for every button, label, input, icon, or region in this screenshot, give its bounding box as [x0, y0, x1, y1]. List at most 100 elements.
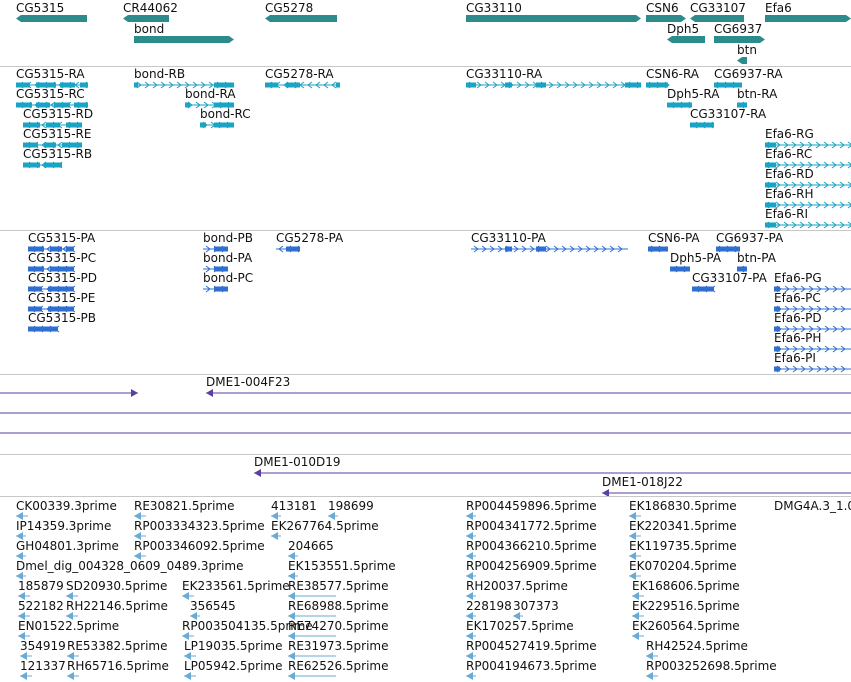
protein-glyph-strand-arrow[interactable] — [784, 325, 790, 333]
est-label[interactable]: 307373 — [513, 599, 559, 613]
transcript-glyph-strand-arrow[interactable] — [524, 81, 530, 89]
transcript-glyph-strand-arrow[interactable] — [556, 81, 562, 89]
protein-glyph-strand-arrow[interactable] — [800, 285, 806, 293]
transcript-glyph-strand-arrow[interactable] — [26, 81, 32, 89]
est-arrow-glyph[interactable] — [182, 632, 189, 640]
transcript-glyph-strand-arrow[interactable] — [839, 181, 845, 189]
transcript-glyph-strand-arrow[interactable] — [708, 121, 714, 129]
protein-glyph-strand-arrow[interactable] — [62, 305, 68, 313]
transcript-glyph-strand-arrow[interactable] — [648, 81, 654, 89]
protein-glyph-strand-arrow[interactable] — [832, 285, 838, 293]
protein-glyph-strand-arrow[interactable] — [792, 325, 798, 333]
protein-glyph-strand-arrow[interactable] — [832, 305, 838, 313]
est-arrow-glyph[interactable] — [466, 512, 473, 520]
transcript-glyph-strand-arrow[interactable] — [692, 121, 698, 129]
protein-glyph-strand-arrow[interactable] — [213, 245, 219, 253]
est-label[interactable]: RP003252698.5prime — [646, 659, 777, 673]
gene-label[interactable]: CSN6 — [646, 1, 679, 15]
clone-label[interactable]: DME1-010D19 — [254, 455, 341, 469]
est-arrow-glyph[interactable] — [466, 592, 473, 600]
protein-glyph-strand-arrow[interactable] — [694, 285, 700, 293]
transcript-glyph-strand-arrow[interactable] — [144, 81, 150, 89]
transcript-label[interactable]: Efa6-RD — [765, 167, 814, 181]
est-arrow-glyph[interactable] — [18, 632, 25, 640]
est-arrow-glyph[interactable] — [18, 612, 25, 620]
protein-label[interactable]: Efa6-PI — [774, 351, 816, 365]
protein-glyph-strand-arrow[interactable] — [497, 245, 503, 253]
transcript-glyph-strand-arrow[interactable] — [42, 101, 48, 109]
transcript-glyph-strand-arrow[interactable] — [50, 101, 56, 109]
transcript-glyph-strand-arrow[interactable] — [669, 101, 675, 109]
protein-glyph-strand-arrow[interactable] — [569, 245, 575, 253]
est-label[interactable]: EK229516.5prime — [632, 599, 740, 613]
gene-label[interactable]: Dph5 — [667, 22, 700, 36]
est-arrow-glyph[interactable] — [466, 572, 473, 580]
transcript-glyph-strand-arrow[interactable] — [807, 181, 813, 189]
transcript-glyph-exon[interactable] — [36, 82, 56, 88]
transcript-glyph-strand-arrow[interactable] — [588, 81, 594, 89]
protein-glyph-strand-arrow[interactable] — [30, 325, 36, 333]
est-label[interactable]: RP003346092.5prime — [134, 539, 265, 553]
transcript-glyph-strand-arrow[interactable] — [299, 81, 305, 89]
protein-glyph-strand-arrow[interactable] — [62, 265, 68, 273]
gene-glyph[interactable] — [714, 36, 765, 43]
protein-glyph-strand-arrow[interactable] — [46, 305, 52, 313]
protein-glyph-strand-arrow[interactable] — [561, 245, 567, 253]
est-label[interactable]: EN01522.5prime — [18, 619, 120, 633]
transcript-glyph-exon[interactable] — [23, 142, 38, 148]
est-label[interactable]: IP14359.3prime — [16, 519, 112, 533]
transcript-label[interactable]: Efa6-RH — [765, 187, 814, 201]
protein-glyph-exon[interactable] — [28, 306, 42, 312]
clone-label[interactable]: DME1-004F23 — [206, 375, 291, 389]
est-arrow-glyph[interactable] — [190, 612, 197, 620]
transcript-glyph-strand-arrow[interactable] — [564, 81, 570, 89]
est-label[interactable]: RH42524.5prime — [646, 639, 748, 653]
transcript-glyph-strand-arrow[interactable] — [775, 141, 781, 149]
est-arrow-glyph[interactable] — [67, 672, 74, 680]
transcript-glyph-strand-arrow[interactable] — [548, 81, 554, 89]
transcript-glyph-strand-arrow[interactable] — [732, 81, 738, 89]
transcript-glyph-strand-arrow[interactable] — [208, 81, 214, 89]
transcript-glyph-strand-arrow[interactable] — [160, 81, 166, 89]
transcript-glyph-exon[interactable] — [646, 82, 668, 88]
est-arrow-glyph[interactable] — [134, 552, 141, 560]
transcript-glyph-strand-arrow[interactable] — [823, 201, 829, 209]
est-label[interactable]: RE53382.5prime — [67, 639, 168, 653]
protein-label[interactable]: bond-PA — [203, 251, 253, 265]
protein-label[interactable]: CG6937-PA — [716, 231, 784, 245]
transcript-glyph-exon[interactable] — [336, 82, 340, 88]
est-arrow-glyph[interactable] — [184, 652, 191, 660]
protein-glyph-strand-arrow[interactable] — [54, 305, 60, 313]
est-arrow-glyph[interactable] — [16, 552, 23, 560]
transcript-glyph-strand-arrow[interactable] — [799, 141, 805, 149]
protein-glyph-strand-arrow[interactable] — [278, 245, 284, 253]
transcript-glyph-strand-arrow[interactable] — [839, 221, 845, 229]
transcript-glyph-strand-arrow[interactable] — [807, 221, 813, 229]
transcript-label[interactable]: Efa6-RC — [765, 147, 813, 161]
est-arrow-glyph[interactable] — [288, 652, 295, 660]
est-label[interactable]: EK220341.5prime — [629, 519, 737, 533]
est-label[interactable]: RP004194673.5prime — [466, 659, 597, 673]
transcript-glyph-strand-arrow[interactable] — [716, 81, 722, 89]
est-arrow-glyph[interactable] — [182, 592, 189, 600]
transcript-glyph-strand-arrow[interactable] — [41, 121, 47, 129]
protein-glyph-strand-arrow[interactable] — [800, 345, 806, 353]
gene-glyph[interactable] — [265, 15, 337, 22]
protein-glyph-strand-arrow[interactable] — [585, 245, 591, 253]
transcript-glyph-strand-arrow[interactable] — [799, 201, 805, 209]
transcript-glyph-strand-arrow[interactable] — [202, 121, 208, 129]
transcript-glyph-strand-arrow[interactable] — [815, 221, 821, 229]
protein-glyph-strand-arrow[interactable] — [601, 245, 607, 253]
protein-label[interactable]: btn-PA — [737, 251, 776, 265]
est-label[interactable]: 228198 — [466, 599, 512, 613]
clone-label[interactable]: DME1-018J22 — [602, 475, 683, 489]
transcript-glyph-strand-arrow[interactable] — [807, 161, 813, 169]
transcript-glyph-strand-arrow[interactable] — [66, 101, 72, 109]
gene-glyph[interactable] — [466, 15, 641, 22]
transcript-glyph-strand-arrow[interactable] — [267, 81, 273, 89]
transcript-glyph-strand-arrow[interactable] — [500, 81, 506, 89]
est-arrow-glyph[interactable] — [646, 672, 653, 680]
transcript-glyph-exon[interactable] — [16, 82, 30, 88]
protein-glyph-strand-arrow[interactable] — [213, 265, 219, 273]
protein-glyph-strand-arrow[interactable] — [832, 325, 838, 333]
